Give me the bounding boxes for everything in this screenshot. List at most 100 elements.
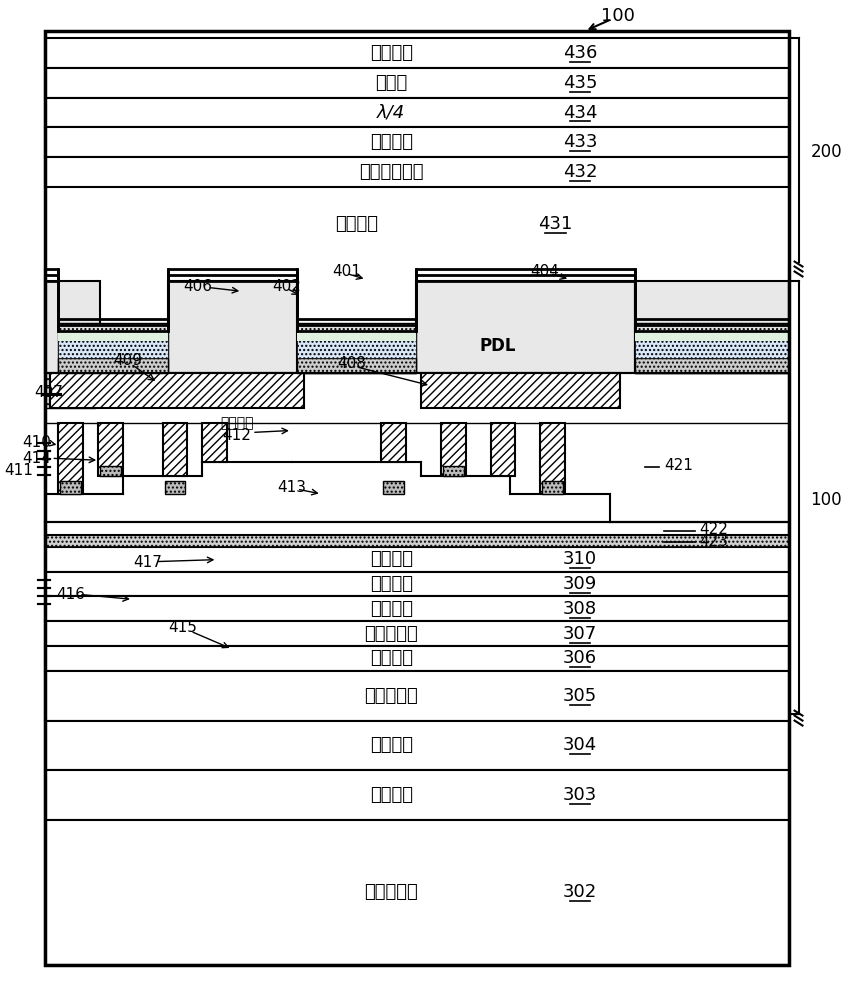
Text: λ/4: λ/4 (377, 104, 405, 122)
Bar (416, 281, 634, 373)
Text: 100: 100 (811, 491, 842, 509)
Text: 435: 435 (563, 74, 597, 92)
Text: 421: 421 (664, 458, 694, 473)
Bar (46, 535, 789, 547)
Text: 423: 423 (699, 534, 728, 549)
Text: 433: 433 (563, 133, 597, 151)
Bar (634, 323, 789, 373)
Text: 触摸屏膜: 触摸屏膜 (370, 133, 413, 151)
Text: 422: 422 (699, 522, 728, 537)
Bar (46, 646, 789, 671)
Bar (297, 358, 416, 373)
Bar (46, 547, 789, 572)
Text: 404: 404 (531, 264, 560, 279)
Text: 聚酥亚胺层: 聚酥亚胺层 (365, 687, 418, 705)
Text: 覆盖透镜: 覆盖透镜 (370, 44, 413, 62)
Text: 413: 413 (277, 480, 306, 495)
Bar (100, 466, 121, 476)
Bar (98, 423, 123, 476)
Bar (165, 481, 186, 494)
Bar (59, 358, 168, 373)
Bar (46, 127, 789, 157)
Bar (60, 481, 81, 494)
Text: 305: 305 (563, 687, 597, 705)
Bar (46, 157, 789, 187)
Text: 410: 410 (23, 435, 52, 450)
Bar (59, 331, 168, 341)
Bar (59, 333, 168, 358)
Text: 310: 310 (563, 550, 597, 568)
Text: 416: 416 (57, 587, 86, 602)
Text: 无机绶缘体层: 无机绶缘体层 (359, 163, 423, 181)
Text: 氮化硅层: 氮化硅层 (370, 575, 413, 593)
Bar (59, 423, 83, 494)
Text: 氧化硅层: 氧化硅层 (370, 649, 413, 667)
Text: 306: 306 (563, 649, 597, 667)
Bar (59, 323, 168, 373)
Text: 434: 434 (563, 104, 597, 122)
Bar (46, 522, 789, 535)
Bar (443, 466, 464, 476)
Text: 401: 401 (332, 264, 361, 279)
Text: 431: 431 (538, 215, 572, 233)
Bar (163, 423, 187, 476)
Bar (634, 281, 789, 373)
Bar (46, 98, 789, 127)
Bar (46, 671, 789, 721)
Text: 417: 417 (133, 555, 162, 570)
Bar (634, 331, 789, 341)
Bar (168, 281, 297, 373)
Text: 432: 432 (563, 163, 597, 181)
Text: 氧化硅层: 氧化硅层 (370, 600, 413, 618)
Bar (46, 596, 789, 621)
Bar (46, 721, 789, 770)
Text: 411: 411 (4, 463, 33, 478)
Text: 透明导电层: 透明导电层 (365, 625, 418, 643)
Text: 307: 307 (563, 625, 597, 643)
Bar (421, 373, 620, 408)
Bar (297, 333, 416, 358)
Bar (46, 621, 789, 646)
Bar (46, 38, 789, 68)
Text: 414: 414 (23, 451, 52, 466)
Text: 436: 436 (563, 44, 597, 62)
Bar (46, 358, 95, 408)
Text: 100: 100 (600, 7, 634, 25)
Text: PDL: PDL (479, 337, 516, 355)
Bar (46, 820, 789, 965)
Bar (382, 423, 406, 462)
Text: 200: 200 (811, 143, 842, 161)
Text: 308: 308 (563, 600, 597, 618)
Bar (46, 31, 789, 965)
Text: 406: 406 (183, 279, 212, 294)
Text: 聚酥亚胺层: 聚酥亚胺层 (365, 883, 418, 901)
Bar (46, 31, 789, 965)
Bar (441, 423, 466, 476)
Text: 304: 304 (563, 736, 597, 754)
Text: 偏光板: 偏光板 (375, 74, 407, 92)
Text: 309: 309 (563, 575, 597, 593)
Text: 415: 415 (168, 620, 197, 635)
Bar (46, 68, 789, 98)
Text: 303: 303 (563, 786, 597, 804)
Bar (540, 423, 565, 494)
Text: 407: 407 (35, 385, 64, 400)
Polygon shape (46, 462, 789, 522)
Bar (46, 770, 789, 820)
Text: 氧化硅层: 氧化硅层 (370, 786, 413, 804)
Text: 平坦化膜: 平坦化膜 (335, 215, 378, 233)
Bar (297, 331, 416, 341)
Bar (46, 572, 789, 596)
Text: 408: 408 (337, 356, 365, 371)
Bar (46, 281, 100, 373)
Text: 302: 302 (563, 883, 597, 901)
Bar (297, 323, 416, 373)
Bar (542, 481, 563, 494)
Bar (383, 481, 404, 494)
Bar (203, 423, 227, 462)
Text: 平坦化膜: 平坦化膜 (220, 416, 254, 430)
Text: 409: 409 (114, 353, 142, 368)
Bar (46, 267, 789, 547)
Bar (50, 373, 304, 408)
Bar (634, 358, 789, 373)
